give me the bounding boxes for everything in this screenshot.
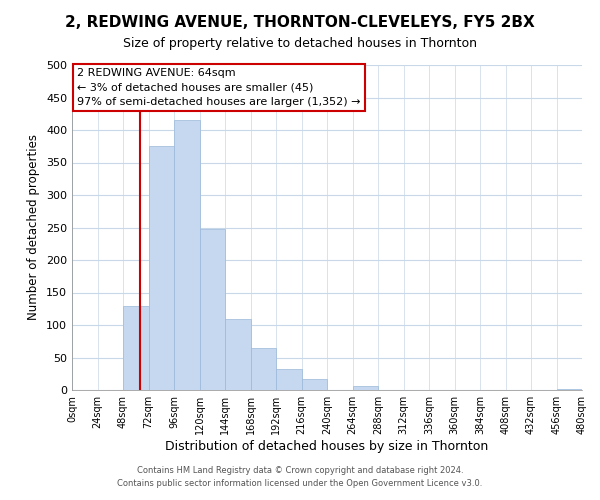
Text: 2, REDWING AVENUE, THORNTON-CLEVELEYS, FY5 2BX: 2, REDWING AVENUE, THORNTON-CLEVELEYS, F… <box>65 15 535 30</box>
Bar <box>149 146 174 390</box>
Bar <box>276 368 302 390</box>
Y-axis label: Number of detached properties: Number of detached properties <box>28 134 40 320</box>
Text: Size of property relative to detached houses in Thornton: Size of property relative to detached ho… <box>123 38 477 51</box>
Bar <box>225 318 251 390</box>
Bar <box>251 348 276 390</box>
Bar <box>123 306 149 390</box>
X-axis label: Distribution of detached houses by size in Thornton: Distribution of detached houses by size … <box>166 440 488 452</box>
Bar <box>302 379 327 390</box>
Bar <box>174 120 199 390</box>
Bar <box>557 388 582 390</box>
Text: Contains HM Land Registry data © Crown copyright and database right 2024.
Contai: Contains HM Land Registry data © Crown c… <box>118 466 482 487</box>
Text: 2 REDWING AVENUE: 64sqm
← 3% of detached houses are smaller (45)
97% of semi-det: 2 REDWING AVENUE: 64sqm ← 3% of detached… <box>77 68 361 107</box>
Bar <box>199 230 225 390</box>
Bar <box>353 386 378 390</box>
